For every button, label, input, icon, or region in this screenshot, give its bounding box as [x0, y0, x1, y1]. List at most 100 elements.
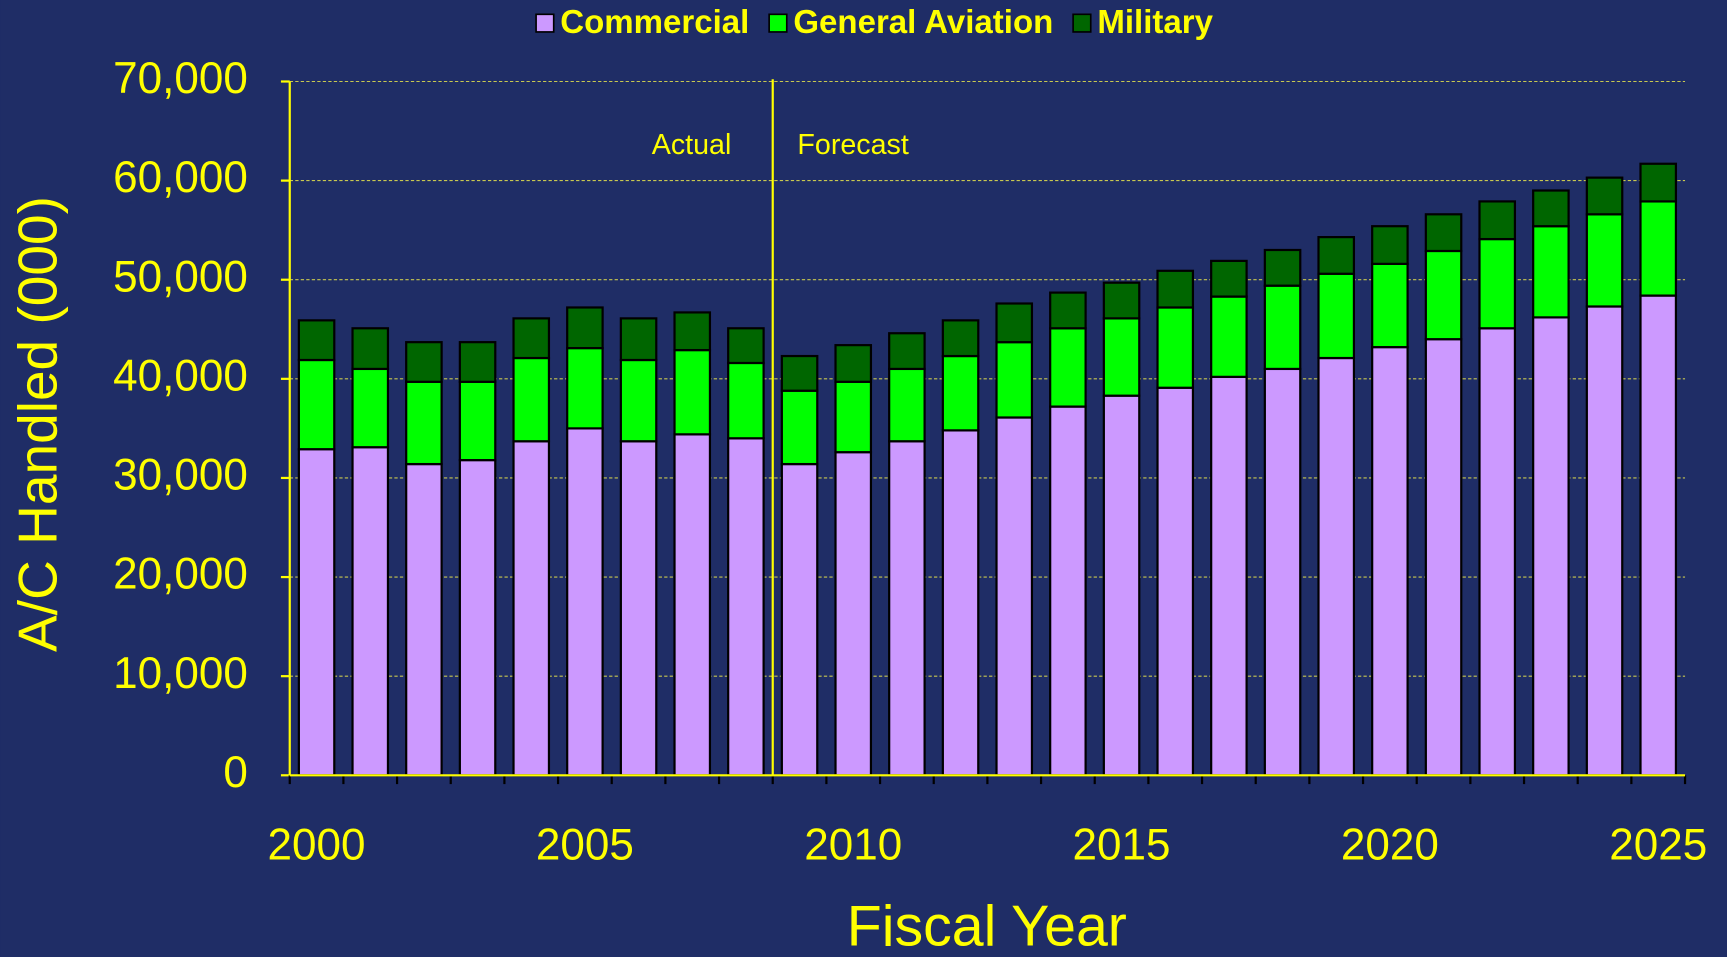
bar-segment — [1639, 200, 1678, 297]
y-tick-label: 50,000 — [113, 252, 248, 301]
bar-segment — [1532, 225, 1570, 319]
bar-segment — [297, 319, 336, 362]
bar-segment — [1102, 281, 1141, 320]
bar-segment — [1478, 237, 1517, 330]
bar-segment — [727, 437, 765, 777]
x-tick-label: 2000 — [268, 821, 366, 870]
bar-segment — [1371, 262, 1409, 349]
bar-segment — [1532, 189, 1570, 228]
y-tick-label: 60,000 — [113, 153, 248, 202]
bar-segment — [1585, 213, 1624, 308]
bar-segment — [995, 302, 1034, 344]
bar-segment — [1263, 367, 1302, 777]
x-tick-label: 2010 — [804, 821, 902, 870]
bar-segment — [458, 341, 497, 383]
bar-segment — [512, 440, 551, 777]
bar-segment — [1102, 394, 1141, 777]
legend-label: General Aviation — [793, 3, 1053, 40]
y-tick-label: 0 — [223, 748, 248, 797]
bar-segment — [1156, 269, 1195, 309]
legend-swatch — [1072, 13, 1092, 33]
bar-segment — [1210, 375, 1248, 777]
bar-segment — [1371, 225, 1409, 265]
legend-swatch — [768, 13, 788, 33]
bar-segment — [834, 344, 873, 383]
bar-segment — [1156, 306, 1195, 389]
bar-segment — [1478, 200, 1517, 241]
bar-segment — [566, 306, 604, 350]
bar-segment — [512, 317, 551, 360]
bar-segment — [941, 354, 980, 432]
bar-segment — [1317, 356, 1356, 777]
bar-segment — [1639, 162, 1678, 203]
legend-label: Commercial — [560, 3, 749, 40]
bar-segment — [1639, 294, 1678, 777]
y-tick-label: 70,000 — [113, 54, 248, 103]
bar-segment — [1049, 327, 1087, 408]
bar-segment — [727, 361, 765, 440]
bar-segment — [1371, 346, 1409, 777]
bar-segment — [888, 440, 926, 777]
bar-segment — [351, 367, 390, 449]
bar-segment — [566, 347, 604, 430]
bar-segment — [458, 380, 497, 462]
y-tick-label: 40,000 — [113, 351, 248, 400]
bar-segment — [941, 319, 980, 358]
bar-segment — [405, 341, 443, 383]
bar-segment — [297, 448, 336, 777]
bar-segment — [619, 358, 658, 443]
bar-segment — [1102, 317, 1141, 397]
bar-segment — [834, 451, 873, 777]
bar-segment — [888, 332, 926, 371]
bar-segment — [780, 389, 819, 466]
x-axis-label: Fiscal Year — [847, 895, 1127, 957]
bar-segment — [1263, 248, 1302, 287]
bar-segment — [1210, 259, 1248, 298]
legend-label: Military — [1097, 3, 1213, 40]
x-tick-label: 2020 — [1341, 821, 1439, 870]
bar-segment — [1317, 272, 1356, 360]
bar-segment — [673, 348, 712, 436]
bar-segment — [1478, 327, 1517, 777]
bar-segment — [1424, 213, 1463, 253]
bar-segment — [351, 327, 390, 371]
bar-segment — [619, 440, 658, 777]
bar-segment — [1317, 236, 1356, 275]
annotation: Forecast — [797, 129, 908, 161]
bar-segment — [1156, 386, 1195, 777]
bar-segment — [888, 367, 926, 443]
bar-segment — [673, 311, 712, 352]
bar-segment — [673, 433, 712, 777]
bar-segment — [619, 317, 658, 362]
bar-segment — [995, 341, 1034, 419]
bar-segment — [566, 427, 604, 777]
bar-segment — [1263, 284, 1302, 371]
x-tick-label: 2025 — [1609, 821, 1707, 870]
y-tick-label: 30,000 — [113, 451, 248, 500]
y-tick-label: 10,000 — [113, 649, 248, 698]
x-tick-label: 2005 — [536, 821, 634, 870]
bar-segment — [405, 380, 443, 466]
bar-segment — [995, 416, 1034, 777]
bar-segment — [405, 462, 443, 777]
x-tick-label: 2015 — [1073, 821, 1171, 870]
bar-segment — [1424, 338, 1463, 777]
bar-segment — [1210, 295, 1248, 378]
bar-segment — [351, 446, 390, 777]
bar-segment — [1532, 316, 1570, 777]
bar-segment — [780, 354, 819, 392]
legend-swatch — [535, 13, 555, 33]
y-axis-label: A/C Handled (000) — [7, 196, 69, 652]
bar-segment — [512, 356, 551, 443]
bar-segment — [1424, 249, 1463, 341]
bar-segment — [1585, 305, 1624, 777]
bar-segment — [1049, 405, 1087, 777]
y-tick-label: 20,000 — [113, 550, 248, 599]
bar-segment — [727, 327, 765, 365]
bar-segment — [297, 358, 336, 451]
bar-segment — [941, 429, 980, 777]
bar-segment — [834, 380, 873, 454]
bar-segment — [780, 462, 819, 777]
bar-segment — [1049, 291, 1087, 330]
